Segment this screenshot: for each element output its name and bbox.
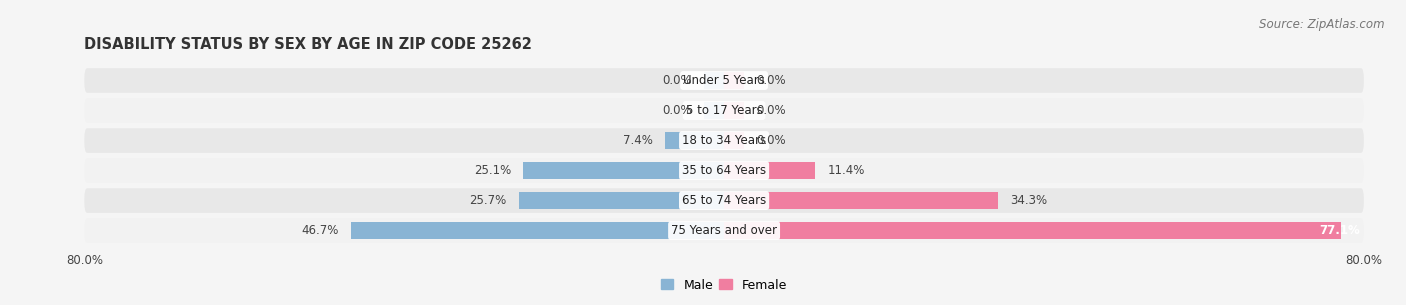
Bar	[724, 162, 815, 179]
Bar	[704, 102, 724, 119]
Text: 0.0%: 0.0%	[662, 74, 692, 87]
Text: 77.1%: 77.1%	[1319, 224, 1360, 237]
Bar	[519, 192, 724, 209]
Text: 0.0%: 0.0%	[756, 104, 786, 117]
FancyBboxPatch shape	[84, 98, 1364, 123]
Text: 25.1%: 25.1%	[474, 164, 512, 177]
Bar	[350, 222, 724, 239]
FancyBboxPatch shape	[84, 158, 1364, 183]
Text: 0.0%: 0.0%	[756, 134, 786, 147]
Bar	[704, 72, 724, 89]
Text: 11.4%: 11.4%	[827, 164, 865, 177]
Text: 0.0%: 0.0%	[756, 74, 786, 87]
Bar	[523, 162, 724, 179]
Text: Source: ZipAtlas.com: Source: ZipAtlas.com	[1260, 18, 1385, 31]
Bar	[724, 102, 744, 119]
Text: DISABILITY STATUS BY SEX BY AGE IN ZIP CODE 25262: DISABILITY STATUS BY SEX BY AGE IN ZIP C…	[84, 37, 533, 52]
Legend: Male, Female: Male, Female	[657, 274, 792, 297]
FancyBboxPatch shape	[84, 68, 1364, 93]
Text: 65 to 74 Years: 65 to 74 Years	[682, 194, 766, 207]
FancyBboxPatch shape	[84, 128, 1364, 153]
Text: 0.0%: 0.0%	[662, 104, 692, 117]
Text: 34.3%: 34.3%	[1011, 194, 1047, 207]
Text: 46.7%: 46.7%	[301, 224, 339, 237]
Text: 75 Years and over: 75 Years and over	[671, 224, 778, 237]
Bar	[724, 192, 998, 209]
Bar	[724, 132, 744, 149]
Text: 5 to 17 Years: 5 to 17 Years	[686, 104, 762, 117]
FancyBboxPatch shape	[84, 218, 1364, 243]
Bar	[724, 222, 1341, 239]
Bar	[724, 72, 744, 89]
FancyBboxPatch shape	[84, 188, 1364, 213]
Text: 25.7%: 25.7%	[470, 194, 506, 207]
Text: 18 to 34 Years: 18 to 34 Years	[682, 134, 766, 147]
Bar	[665, 132, 724, 149]
Text: 35 to 64 Years: 35 to 64 Years	[682, 164, 766, 177]
Text: 7.4%: 7.4%	[623, 134, 652, 147]
Text: Under 5 Years: Under 5 Years	[683, 74, 765, 87]
